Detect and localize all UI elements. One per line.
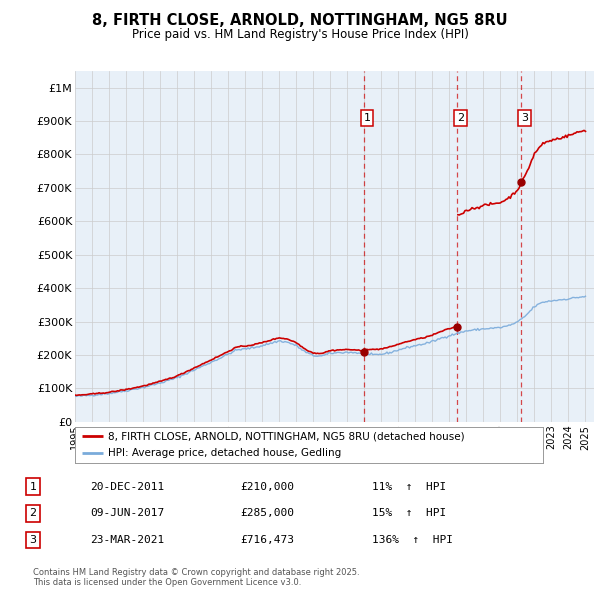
Text: Price paid vs. HM Land Registry's House Price Index (HPI): Price paid vs. HM Land Registry's House …	[131, 28, 469, 41]
Text: HPI: Average price, detached house, Gedling: HPI: Average price, detached house, Gedl…	[108, 448, 341, 458]
Text: £285,000: £285,000	[240, 509, 294, 518]
Text: Contains HM Land Registry data © Crown copyright and database right 2025.
This d: Contains HM Land Registry data © Crown c…	[33, 568, 359, 587]
Text: 8, FIRTH CLOSE, ARNOLD, NOTTINGHAM, NG5 8RU (detached house): 8, FIRTH CLOSE, ARNOLD, NOTTINGHAM, NG5 …	[108, 431, 464, 441]
Text: 136%  ↑  HPI: 136% ↑ HPI	[372, 535, 453, 545]
Text: 09-JUN-2017: 09-JUN-2017	[90, 509, 164, 518]
Text: 2: 2	[457, 113, 464, 123]
Text: 23-MAR-2021: 23-MAR-2021	[90, 535, 164, 545]
Text: 2: 2	[29, 509, 37, 518]
Text: £716,473: £716,473	[240, 535, 294, 545]
Text: 1: 1	[29, 482, 37, 491]
Text: 15%  ↑  HPI: 15% ↑ HPI	[372, 509, 446, 518]
Text: 11%  ↑  HPI: 11% ↑ HPI	[372, 482, 446, 491]
Text: 3: 3	[29, 535, 37, 545]
Text: 20-DEC-2011: 20-DEC-2011	[90, 482, 164, 491]
Text: 3: 3	[521, 113, 528, 123]
Text: £210,000: £210,000	[240, 482, 294, 491]
Text: 1: 1	[364, 113, 371, 123]
Text: 8, FIRTH CLOSE, ARNOLD, NOTTINGHAM, NG5 8RU: 8, FIRTH CLOSE, ARNOLD, NOTTINGHAM, NG5 …	[92, 13, 508, 28]
